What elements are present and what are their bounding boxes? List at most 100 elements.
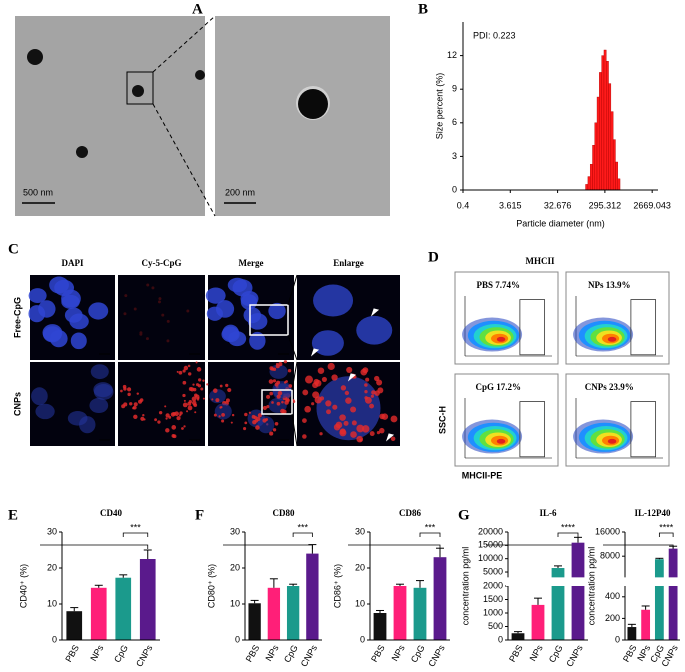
signal: [302, 389, 309, 396]
signal: [213, 413, 217, 417]
x-tick-label: 295.312: [589, 200, 622, 210]
gate: [519, 401, 546, 458]
y-tick-label: 0: [498, 634, 503, 644]
signal: [340, 385, 347, 391]
arrow: [310, 348, 320, 357]
gate-label: PBS 7.74%: [477, 280, 521, 290]
signal: [182, 393, 186, 398]
histogram-bar: [594, 122, 598, 191]
column-header: DAPI: [62, 258, 84, 268]
signal: [213, 388, 218, 393]
signal: [123, 387, 127, 391]
signal: [244, 412, 248, 417]
y-tick-label: 15000: [478, 540, 503, 550]
signal: [198, 378, 202, 382]
signal: [371, 390, 376, 395]
y-tick-label: 10: [355, 598, 365, 608]
signal: [276, 401, 281, 406]
x-tick-label: CpG: [282, 643, 300, 664]
nucleus: [35, 403, 55, 420]
signal: [161, 313, 165, 317]
signal: [314, 396, 322, 404]
density: [607, 438, 617, 444]
y-tick-label: 400: [605, 591, 620, 601]
signal: [196, 367, 202, 372]
x-tick-label: PBS: [369, 643, 387, 664]
x-tick-label: NPs: [390, 643, 407, 663]
column-header: Cy-5-CpG: [142, 258, 182, 268]
signal: [376, 430, 381, 435]
nucleus: [311, 330, 344, 356]
signal: [350, 431, 357, 438]
signal: [227, 387, 232, 393]
signal: [255, 425, 260, 430]
signal: [206, 383, 209, 386]
y-tick-label: 1500: [483, 594, 503, 604]
signal: [132, 405, 137, 410]
signal: [202, 397, 205, 400]
nucleus: [356, 315, 393, 345]
signal: [211, 398, 214, 401]
micrograph: [297, 275, 400, 360]
zoom-line: [152, 103, 216, 217]
signal: [183, 425, 186, 428]
signal: [188, 386, 193, 391]
signal: [339, 428, 346, 435]
enlarge-line: [287, 274, 298, 306]
particle: [195, 70, 205, 80]
histogram-bar: [606, 61, 609, 191]
signal: [179, 411, 183, 415]
signal: [361, 425, 370, 433]
signal: [186, 309, 190, 313]
signal: [225, 383, 229, 387]
signal: [365, 377, 370, 382]
y-tick-label: 0: [52, 634, 57, 644]
signal: [124, 294, 128, 298]
signal: [281, 400, 284, 404]
arrow: [347, 373, 357, 382]
bar: [571, 542, 585, 640]
y-axis-label: CD80⁺ (%): [206, 564, 216, 608]
nucleus: [240, 290, 259, 307]
signal: [215, 398, 220, 403]
x-tick-label: CpG: [547, 643, 565, 664]
y-tick-label: 0: [360, 634, 365, 644]
histogram-bar: [587, 176, 591, 191]
x-tick-label: 2669.043: [633, 200, 671, 210]
x-tick-label: PBS: [621, 643, 639, 664]
signal: [262, 405, 268, 411]
signal: [231, 413, 235, 417]
nucleus: [88, 302, 109, 320]
signal: [186, 410, 189, 413]
y-tick-label: 10: [47, 598, 57, 608]
signal: [165, 413, 170, 418]
y-tick-label: 20000: [478, 526, 503, 536]
nucleus: [69, 313, 89, 330]
y-tick-label: 10000: [478, 553, 503, 563]
bar: [641, 609, 651, 640]
signal: [377, 387, 384, 394]
signal: [221, 419, 225, 423]
signal: [345, 397, 352, 404]
significance-label: ***: [297, 522, 308, 532]
bar: [531, 604, 545, 640]
signal: [269, 391, 274, 396]
signal: [138, 399, 143, 404]
significance-line: [603, 544, 674, 549]
flow-title: MHCII: [526, 256, 555, 266]
enlarge-box: [249, 304, 289, 336]
significance-bracket: [292, 532, 313, 537]
nucleus: [31, 387, 48, 406]
density: [496, 336, 506, 342]
axis-break: [623, 577, 682, 586]
signal: [195, 361, 198, 364]
signal: [171, 434, 176, 438]
signal: [218, 415, 221, 418]
signal: [319, 432, 323, 436]
x-tick-label: CNPs: [134, 643, 155, 669]
y-tick-label: 2000: [483, 580, 503, 590]
signal: [182, 369, 186, 373]
enlarge-line: [291, 361, 298, 391]
y-tick-label: 30: [355, 526, 365, 536]
